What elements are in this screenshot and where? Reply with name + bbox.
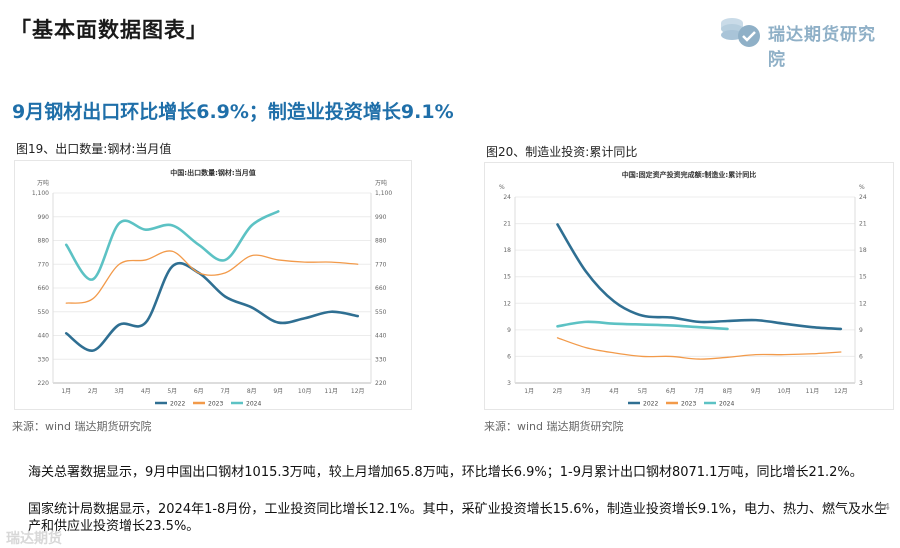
x-tick-label: 5月: [167, 388, 177, 395]
left-source: 来源：wind 瑞达期货研究院: [12, 420, 152, 433]
y-tick-label-right: 990: [375, 214, 387, 221]
y-axis-unit-left: %: [499, 184, 505, 191]
y-tick-label-right: 770: [375, 261, 387, 268]
y-tick-label-left: 660: [38, 285, 50, 292]
y-tick-label-right: 24: [859, 194, 867, 201]
y-axis-unit-right: %: [859, 184, 865, 191]
x-tick-label: 4月: [609, 388, 619, 395]
page-title: 「基本面数据图表」: [10, 18, 208, 42]
page-number: 14: [877, 502, 890, 513]
x-tick-label: 9月: [751, 388, 761, 395]
x-tick-label: 12月: [834, 388, 848, 395]
y-tick-label-left: 6: [507, 353, 511, 360]
x-tick-label: 10月: [777, 388, 791, 395]
coins-icon: [721, 18, 760, 47]
x-tick-label: 12月: [351, 388, 365, 395]
body-paragraph-1: 海关总署数据显示，9月中国出口钢材1015.3万吨，较上月增加65.8万吨，环比…: [28, 465, 863, 480]
y-tick-label-right: 9: [859, 327, 863, 334]
y-tick-label-left: 770: [38, 261, 50, 268]
left-chart-panel: 中国:出口数量:钢材:当月值万吨 万吨 220 220 330 330 440 440 550 5…: [14, 160, 412, 410]
y-tick-label-left: 9: [507, 327, 511, 334]
x-tick-label: 7月: [694, 388, 704, 395]
y-tick-label-left: 12: [503, 300, 511, 307]
y-tick-label-right: 1,100: [375, 190, 392, 197]
x-tick-label: 11月: [324, 388, 338, 395]
y-tick-label-left: 1,100: [32, 190, 49, 197]
manufacturing-investment-chart: 中国:固定资产投资完成额:制造业:累计同比% % 3 3 6 6 9 9 12 12 15 15 18 1…: [499, 170, 867, 408]
y-tick-label-left: 21: [503, 221, 511, 228]
y-tick-label-left: 220: [38, 380, 50, 387]
x-tick-label: 6月: [194, 388, 204, 395]
legend-label-2022: 2022: [170, 401, 185, 408]
y-tick-label-right: 550: [375, 309, 387, 316]
x-tick-label: 4月: [141, 388, 151, 395]
series-line-2023: [65, 250, 359, 304]
x-tick-label: 1月: [524, 388, 534, 395]
chart-title: 中国:固定资产投资完成额:制造业:累计同比: [622, 170, 756, 179]
y-tick-label-right: 220: [375, 380, 387, 387]
legend-label-2023: 2023: [208, 401, 223, 408]
x-tick-label: 3月: [581, 388, 591, 395]
y-tick-label-right: 6: [859, 353, 863, 360]
x-tick-label: 7月: [220, 388, 230, 395]
y-axis-unit-left: 万吨: [37, 179, 49, 187]
y-tick-label-right: 15: [859, 274, 867, 281]
series-line-2022: [556, 223, 843, 331]
left-figure-caption: 图19、出口数量:钢材:当月值: [16, 142, 172, 156]
y-tick-label-left: 18: [503, 247, 511, 254]
right-chart-panel: 中国:固定资产投资完成额:制造业:累计同比%% 3 3 6 6 9 9 12 12 15 15 18 1…: [484, 162, 894, 410]
y-tick-label-left: 440: [38, 333, 50, 340]
series-line-2024: [64, 210, 280, 281]
x-tick-label: 5月: [638, 388, 648, 395]
body-paragraph-2: 国家统计局数据显示，2024年1-8月份，工业投资同比增长12.1%。其中，采矿…: [28, 502, 887, 534]
legend-label-2022: 2022: [643, 401, 658, 408]
legend-label-2023: 2023: [681, 401, 696, 408]
x-tick-label: 2月: [88, 388, 98, 395]
y-tick-label-right: 3: [859, 380, 863, 387]
y-tick-label-right: 440: [375, 333, 387, 340]
legend-label-2024: 2024: [246, 401, 261, 408]
y-tick-label-left: 330: [38, 356, 50, 363]
y-tick-label-right: 330: [375, 356, 387, 363]
x-tick-label: 11月: [806, 388, 820, 395]
x-tick-label: 3月: [114, 388, 124, 395]
legend-label-2024: 2024: [719, 401, 734, 408]
headline: 9月钢材出口环比增长6.9%；制造业投资增长9.1%: [12, 101, 454, 123]
x-tick-label: 10月: [298, 388, 312, 395]
series-line-2024: [556, 320, 729, 331]
x-tick-label: 8月: [723, 388, 733, 395]
y-tick-label-right: 21: [859, 221, 867, 228]
right-source: 来源：wind 瑞达期货研究院: [484, 420, 624, 433]
y-axis-unit-right: 万吨: [375, 179, 387, 187]
y-tick-label-left: 24: [503, 194, 511, 201]
y-tick-label-right: 12: [859, 300, 867, 307]
x-tick-label: 6月: [666, 388, 676, 395]
right-figure-caption: 图20、制造业投资:累计同比: [486, 145, 638, 159]
watermark: 瑞达期货: [6, 531, 62, 547]
y-tick-label-left: 15: [503, 274, 511, 281]
brand-logo: 瑞达期货研究院: [718, 12, 888, 70]
y-tick-label-left: 3: [507, 380, 511, 387]
series-line-2022: [64, 261, 360, 352]
x-tick-label: 1月: [61, 388, 71, 395]
y-tick-label-left: 880: [38, 238, 50, 245]
series-line-2023: [556, 337, 842, 360]
logo-text: 瑞达期货研究院: [768, 25, 876, 70]
chart-title: 中国:出口数量:钢材:当月值: [170, 168, 255, 177]
y-tick-label-right: 880: [375, 238, 387, 245]
y-tick-label-left: 990: [38, 214, 50, 221]
y-tick-label-right: 18: [859, 247, 867, 254]
y-tick-label-right: 660: [375, 285, 387, 292]
y-tick-label-left: 550: [38, 309, 50, 316]
x-tick-label: 2月: [553, 388, 563, 395]
x-tick-label: 8月: [247, 388, 257, 395]
x-tick-label: 9月: [273, 388, 283, 395]
